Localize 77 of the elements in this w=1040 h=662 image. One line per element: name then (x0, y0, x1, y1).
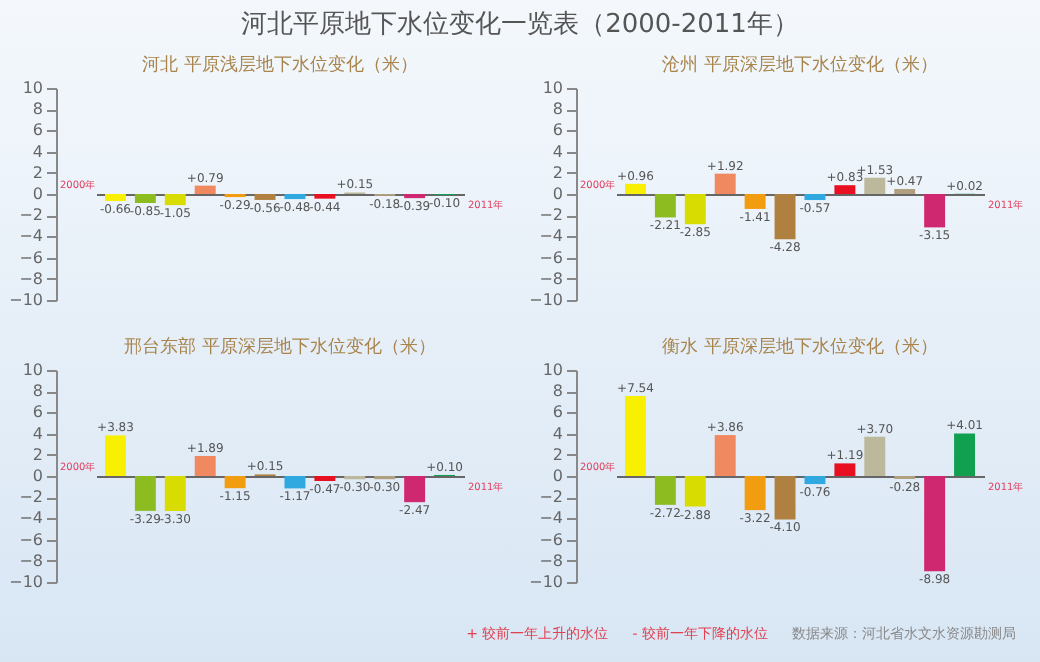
y-tick-label: 10 (22, 79, 43, 97)
y-tick-label: −4 (19, 227, 43, 246)
y-tick-label: 2 (552, 445, 563, 464)
y-tick-label: 2 (32, 445, 43, 464)
y-tick-label: −10 (529, 573, 563, 591)
y-tick-label: 6 (32, 121, 43, 140)
y-tick-label: 4 (552, 424, 563, 443)
y-tick-label: −4 (19, 509, 43, 528)
bar (404, 476, 426, 503)
bar (164, 476, 186, 511)
y-tick-label: −10 (9, 291, 43, 309)
bar (864, 177, 886, 194)
chart-title: 邢台东部 平原深层地下水位变化（米） (124, 336, 436, 358)
bar (774, 194, 796, 240)
y-tick-label: −2 (539, 488, 563, 507)
y-tick-label: −2 (19, 488, 43, 507)
y-tick-label: −2 (539, 206, 563, 225)
y-tick-label: 2 (552, 163, 563, 182)
y-tick-label: 8 (552, 382, 563, 401)
y-tick-label: −10 (9, 573, 43, 591)
y-tick-label: 6 (32, 403, 43, 422)
y-tick-label: 10 (22, 361, 43, 379)
y-tick-label: 0 (32, 467, 43, 485)
bar (624, 396, 646, 476)
bar (804, 476, 826, 485)
bar (624, 183, 646, 194)
bar (744, 476, 766, 511)
bar (134, 476, 156, 511)
y-tick-label: 8 (552, 100, 563, 119)
y-tick-label: −6 (539, 248, 563, 267)
y-tick-label: 0 (32, 185, 43, 203)
chart-title: 沧州 平原深层地下水位变化（米） (662, 54, 938, 76)
y-tick-label: −8 (539, 551, 563, 570)
bar (744, 194, 766, 209)
y-tick-label: −8 (19, 269, 43, 288)
y-tick-label: −6 (19, 530, 43, 549)
y-tick-label: −4 (539, 227, 563, 246)
bar (714, 173, 736, 194)
bar (284, 476, 306, 489)
bar (924, 194, 946, 228)
y-tick-label: 4 (552, 142, 563, 161)
y-tick-label: 4 (32, 142, 43, 161)
bar (194, 455, 216, 476)
y-tick-label: 8 (32, 382, 43, 401)
y-tick-label: 4 (32, 424, 43, 443)
bar (684, 476, 706, 507)
bar (774, 476, 796, 520)
bar (684, 194, 706, 225)
y-tick-label: 10 (542, 361, 563, 379)
text: 河北平原地下水位变化一览表（2000-2011年） (241, 10, 799, 40)
y-tick-label: −10 (529, 291, 563, 309)
y-tick-label: 8 (32, 100, 43, 119)
bar (654, 194, 676, 218)
y-tick-label: 2 (32, 163, 43, 182)
y-tick-label: 0 (552, 467, 563, 485)
y-tick-label: −6 (539, 530, 563, 549)
y-tick-label: 10 (542, 79, 563, 97)
bar (924, 476, 946, 572)
y-tick-label: 0 (552, 185, 563, 203)
y-tick-label: −2 (19, 206, 43, 225)
bar (224, 476, 246, 489)
chart-title: 河北 平原浅层地下水位变化（米） (142, 54, 418, 76)
y-tick-label: 6 (552, 121, 563, 140)
bar (104, 435, 126, 476)
bar (834, 463, 856, 476)
bar (654, 476, 676, 505)
bar (864, 436, 886, 476)
y-tick-label: −8 (19, 551, 43, 570)
chart-title: 衡水 平原深层地下水位变化（米） (662, 336, 938, 358)
bar (954, 433, 976, 476)
bar (804, 194, 826, 201)
y-tick-label: −6 (19, 248, 43, 267)
bar (834, 185, 856, 194)
y-tick-label: 6 (552, 403, 563, 422)
y-tick-label: −8 (539, 269, 563, 288)
bar (714, 435, 736, 476)
y-tick-label: −4 (539, 509, 563, 528)
